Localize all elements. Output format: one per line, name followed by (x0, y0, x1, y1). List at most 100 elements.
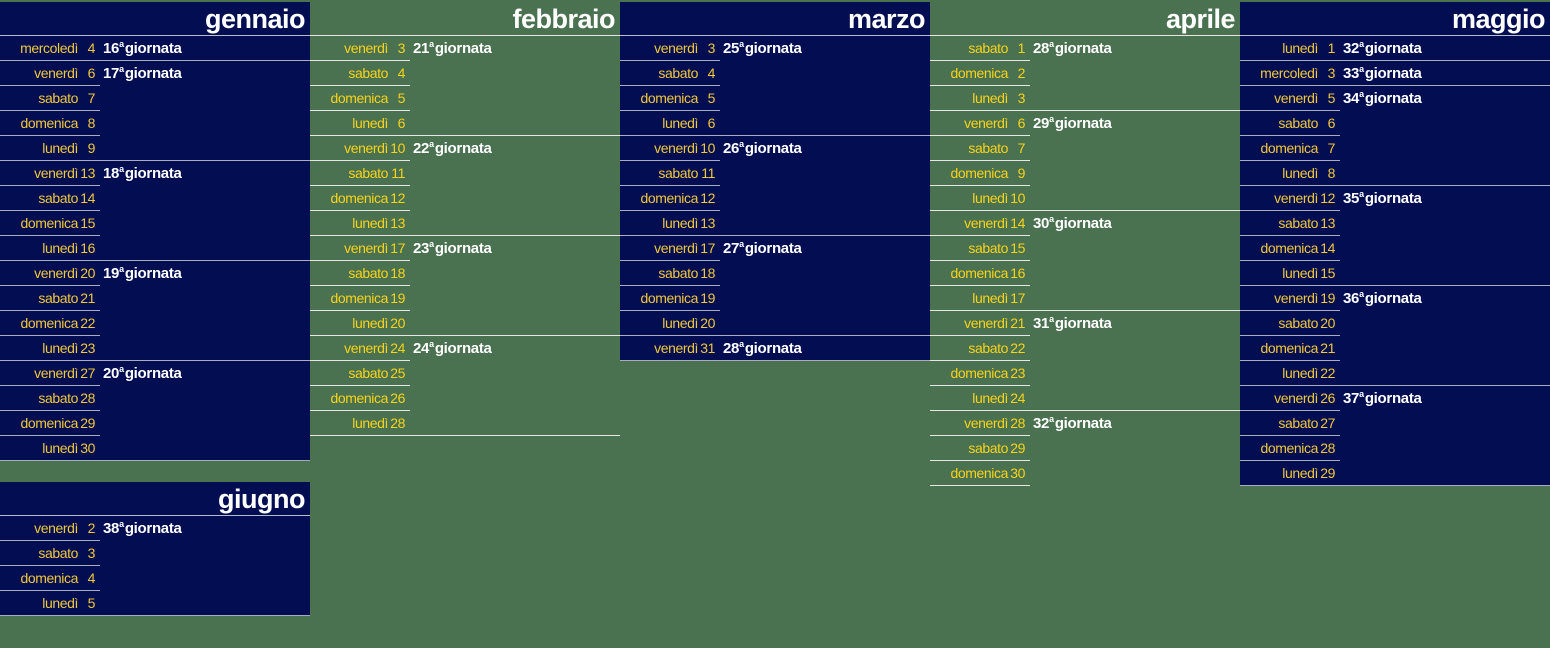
day-name: sabato (658, 165, 698, 181)
round-word: giornata (744, 40, 802, 57)
day-name: sabato (968, 140, 1008, 156)
day-cell: domenica 8 (0, 111, 100, 136)
day-number: 22 (80, 315, 95, 331)
day-name: venerdì (1274, 90, 1318, 106)
day-number: 26 (390, 390, 405, 406)
round-label: 22agiornata (413, 139, 492, 157)
ordinal-indicator: a (1049, 39, 1054, 49)
round-word: giornata (434, 40, 492, 57)
day-name: lunedì (42, 240, 78, 256)
day-number: 13 (80, 165, 95, 181)
day-cell: sabato 21 (0, 286, 100, 311)
schedule-row: venerdì 21 31agiornata (930, 311, 1240, 336)
ordinal-indicator: a (429, 139, 434, 149)
day-number: 24 (1010, 390, 1025, 406)
ordinal-indicator: a (739, 239, 744, 249)
ordinal-indicator: a (1049, 414, 1054, 424)
day-number: 1 (1017, 40, 1026, 56)
round-label: 38agiornata (103, 519, 182, 537)
round-number: 20 (103, 365, 120, 382)
day-number: 20 (1320, 315, 1335, 331)
round-label: 28agiornata (1033, 39, 1112, 57)
day-name: lunedì (972, 90, 1008, 106)
round-number: 31 (1033, 315, 1050, 332)
day-number: 3 (707, 40, 716, 56)
schedule-row: venerdì 14 30agiornata (930, 211, 1240, 236)
month-header: giugno (0, 482, 310, 516)
day-name: lunedì (1282, 265, 1318, 281)
schedule-row: venerdì 17 23agiornata (310, 236, 620, 261)
schedule-row: sabato 28 (0, 386, 310, 411)
day-name: domenica (640, 290, 698, 306)
round-word: giornata (434, 240, 492, 257)
day-cell: lunedì 23 (0, 336, 100, 360)
day-number: 23 (1010, 365, 1025, 381)
day-name: domenica (1260, 140, 1318, 156)
round-number: 22 (413, 140, 430, 157)
day-name: lunedì (42, 140, 78, 156)
month-header: marzo (620, 2, 930, 36)
day-number: 13 (700, 215, 715, 231)
day-cell: domenica 19 (310, 286, 410, 311)
schedule-row: lunedì 24 (930, 386, 1240, 411)
day-name: lunedì (352, 215, 388, 231)
day-cell: sabato 11 (620, 161, 720, 186)
round-label: 21agiornata (413, 39, 492, 57)
day-name: venerdì (344, 240, 388, 256)
month-block-febbraio: febbraio venerdì 3 21agiornata sabato 4 domeni… (310, 2, 620, 436)
schedule-row: venerdì 5 34agiornata (1240, 86, 1550, 111)
day-cell: lunedì 20 (620, 311, 720, 335)
month-title: giugno (218, 484, 305, 514)
ordinal-indicator: a (429, 339, 434, 349)
schedule-row: lunedì 13 (620, 211, 930, 236)
day-number: 9 (1017, 165, 1026, 181)
day-number: 29 (80, 415, 95, 431)
ordinal-indicator: a (1049, 314, 1054, 324)
schedule-row: venerdì 28 32agiornata (930, 411, 1240, 436)
round-word: giornata (124, 65, 182, 82)
schedule-row: venerdì 3 25agiornata (620, 36, 930, 61)
round-label: 26agiornata (723, 139, 802, 157)
day-number: 24 (390, 340, 405, 356)
day-number: 30 (1010, 465, 1025, 481)
round-word: giornata (1054, 415, 1112, 432)
round-label: 28agiornata (723, 339, 802, 357)
day-cell: domenica 5 (310, 86, 410, 111)
day-name: sabato (38, 90, 78, 106)
day-name: domenica (950, 65, 1008, 81)
round-word: giornata (124, 165, 182, 182)
day-name: domenica (330, 390, 388, 406)
day-cell: domenica 23 (930, 361, 1030, 386)
day-number: 12 (700, 190, 715, 206)
day-cell: sabato 28 (0, 386, 100, 411)
day-name: venerdì (654, 240, 698, 256)
day-number: 1 (1327, 40, 1336, 56)
day-number: 7 (87, 90, 96, 106)
schedule-row: lunedì 9 (0, 136, 310, 161)
schedule-row: sabato 4 (620, 61, 930, 86)
schedule-row: sabato 7 (0, 86, 310, 111)
schedule-row: lunedì 6 (620, 111, 930, 136)
day-number: 28 (390, 415, 405, 431)
day-name: venerdì (34, 365, 78, 381)
day-cell: domenica 4 (0, 566, 100, 591)
day-cell: lunedì 10 (930, 186, 1030, 210)
day-name: domenica (20, 215, 78, 231)
round-word: giornata (1054, 115, 1112, 132)
round-word: giornata (1054, 215, 1112, 232)
schedule-row: domenica 19 (310, 286, 620, 311)
ordinal-indicator: a (429, 39, 434, 49)
day-cell: mercoledì 4 (0, 36, 100, 60)
day-cell: domenica 7 (1240, 136, 1340, 161)
round-word: giornata (1364, 40, 1422, 57)
schedule-row: domenica 5 (620, 86, 930, 111)
day-number: 11 (391, 165, 405, 181)
round-number: 25 (723, 40, 740, 57)
day-cell: domenica 12 (620, 186, 720, 211)
day-name: sabato (1278, 215, 1318, 231)
day-cell: sabato 11 (310, 161, 410, 186)
day-number: 21 (1320, 340, 1335, 356)
day-name: sabato (38, 290, 78, 306)
day-cell: lunedì 30 (0, 436, 100, 460)
round-label: 32agiornata (1343, 39, 1422, 57)
